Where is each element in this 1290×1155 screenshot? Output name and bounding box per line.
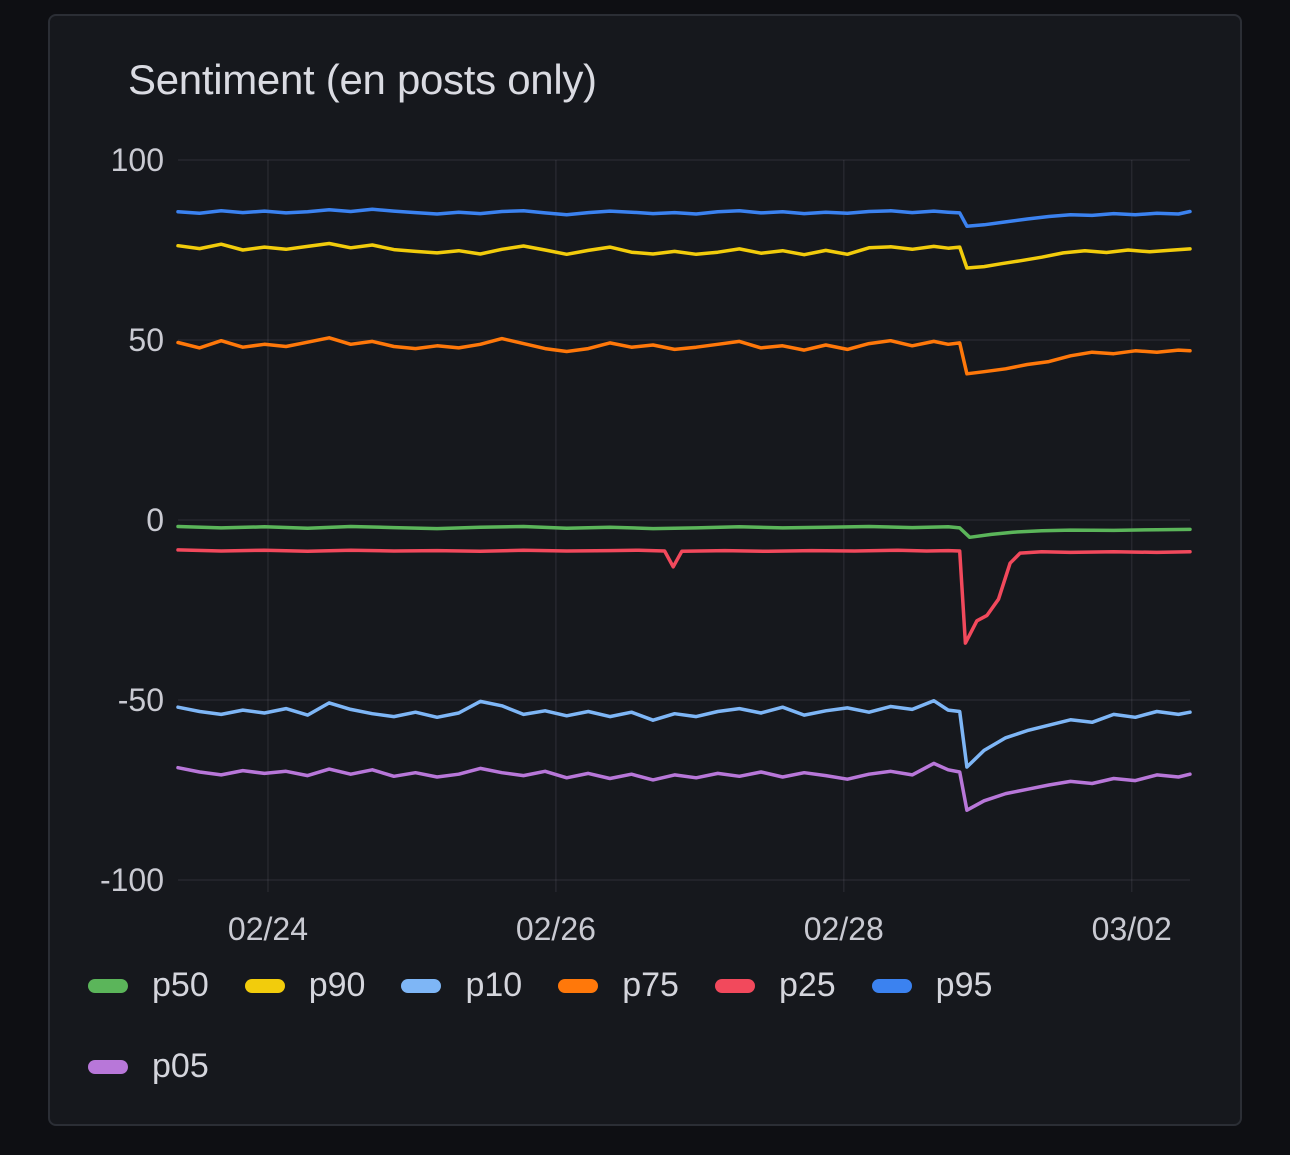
x-axis-tick-labels: 02/24 02/26 02/28 03/02 [228,911,1172,947]
legend-swatch-p95 [871,978,912,993]
legend-item-p50[interactable]: p50 [88,966,209,1005]
y-tick-label: 0 [146,502,164,538]
legend-label-p05: p05 [152,1047,209,1085]
legend-item-p90[interactable]: p90 [244,966,366,1005]
legend-swatch-p50 [88,978,128,993]
legend-swatch-p25 [714,978,755,993]
series-lines [176,207,1192,812]
legend-swatch-p75 [558,978,599,993]
series-line-p05 [176,761,1192,812]
legend-label-p10: p10 [465,966,523,1004]
legend-label-p75: p75 [622,966,679,1004]
legend-swatch-p90 [244,978,285,993]
y-tick-label: 100 [111,142,164,178]
legend: p50 p90 p10 p75 p25 p95 p05 [88,966,1128,1086]
legend-item-p95[interactable]: p95 [871,966,993,1005]
x-tick-label: 03/02 [1092,911,1172,947]
y-tick-label: -100 [100,862,164,898]
legend-item-p75[interactable]: p75 [558,966,679,1005]
y-tick-label: -50 [118,682,164,718]
legend-swatch-p05 [88,1059,128,1074]
legend-label-p50: p50 [152,966,209,1004]
y-axis-tick-labels: 100 50 0 -50 -100 [100,142,164,898]
legend-item-p10[interactable]: p10 [401,966,522,1005]
x-tick-label: 02/26 [516,911,596,947]
series-line-p95 [176,207,1192,228]
series-line-p25 [176,548,1192,645]
legend-label-p90: p90 [308,966,366,1004]
legend-item-p25[interactable]: p25 [714,966,836,1005]
x-tick-label: 02/28 [804,911,884,947]
series-line-p90 [176,241,1192,270]
panel-title[interactable]: Sentiment (en posts only) [128,56,597,103]
y-tick-label: 50 [128,322,164,358]
series-line-p50 [176,524,1192,540]
legend-swatch-p10 [401,978,442,993]
series-line-p10 [176,698,1192,769]
sentiment-panel: Sentiment (en posts only) [48,14,1242,1126]
series-line-p75 [176,336,1192,376]
legend-label-p95: p95 [935,966,993,1004]
legend-label-p25: p25 [778,966,836,1004]
x-tick-label: 02/24 [228,911,308,947]
legend-item-p05[interactable]: p05 [88,1047,209,1086]
